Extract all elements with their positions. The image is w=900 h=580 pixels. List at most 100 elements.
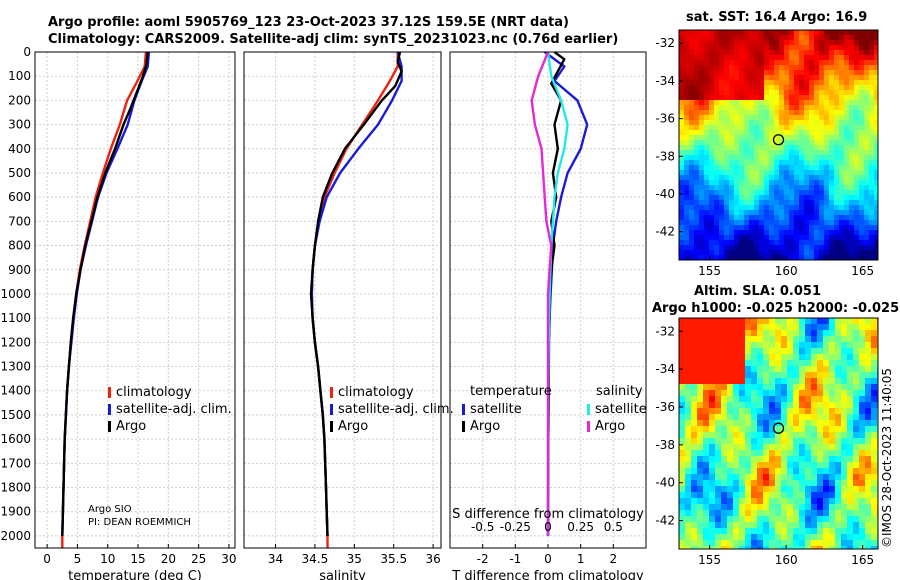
map-cell xyxy=(853,372,859,378)
map-cell xyxy=(859,145,864,150)
map-cell xyxy=(685,420,691,426)
map-cell xyxy=(745,498,751,504)
map-cell xyxy=(869,135,874,140)
map-cell xyxy=(854,55,859,60)
map-cell xyxy=(774,135,779,140)
map-cell xyxy=(849,160,854,165)
map-cell xyxy=(679,110,684,115)
map-cell xyxy=(689,170,694,175)
map-cell xyxy=(757,498,763,504)
map-cell xyxy=(859,510,865,516)
map-cell xyxy=(699,140,704,145)
map-x-tick-label: 165 xyxy=(851,264,874,278)
map-cell xyxy=(814,85,819,90)
map-cell xyxy=(804,105,809,110)
map-cell xyxy=(744,65,749,70)
map-cell xyxy=(804,55,809,60)
map-cell xyxy=(744,115,749,120)
map-cell xyxy=(709,342,715,348)
map-cell xyxy=(691,426,697,432)
map-cell xyxy=(744,220,749,225)
map-cell xyxy=(781,438,787,444)
map-cell xyxy=(835,390,841,396)
map-cell xyxy=(789,185,794,190)
map-cell xyxy=(864,145,869,150)
map-cell xyxy=(784,245,789,250)
map-cell xyxy=(819,235,824,240)
map-cell xyxy=(865,468,871,474)
map-cell xyxy=(729,140,734,145)
map-cell xyxy=(814,250,819,255)
map-cell xyxy=(805,462,811,468)
map-cell xyxy=(834,230,839,235)
map-cell xyxy=(841,462,847,468)
map-cell xyxy=(689,200,694,205)
map-cell xyxy=(729,240,734,245)
map-cell xyxy=(871,324,877,330)
map-cell xyxy=(794,220,799,225)
map-cell xyxy=(839,75,844,80)
map-cell xyxy=(824,220,829,225)
map-cell xyxy=(869,175,874,180)
map-cell xyxy=(734,250,739,255)
map-cell xyxy=(874,255,878,260)
map-cell xyxy=(835,450,841,456)
map-cell xyxy=(874,235,878,240)
map-cell xyxy=(829,504,835,510)
map-cell xyxy=(793,534,799,540)
map-cell xyxy=(739,318,745,324)
map-cell xyxy=(734,65,739,70)
map-cell xyxy=(854,85,859,90)
map-cell xyxy=(794,90,799,95)
map-cell xyxy=(874,95,878,100)
map-cell xyxy=(839,145,844,150)
map-cell xyxy=(697,378,703,384)
map-cell xyxy=(715,396,721,402)
map-cell xyxy=(764,75,769,80)
map-cell xyxy=(684,215,689,220)
map-cell xyxy=(824,255,829,260)
map-cell xyxy=(739,205,744,210)
map-cell xyxy=(745,372,751,378)
map-cell xyxy=(793,342,799,348)
map-cell xyxy=(714,195,719,200)
map-cell xyxy=(699,90,704,95)
x-tick-label: 36 xyxy=(425,552,440,566)
map-cell xyxy=(709,540,715,546)
map-cell xyxy=(847,408,853,414)
map-cell xyxy=(874,175,878,180)
map-cell xyxy=(754,140,759,145)
map-cell xyxy=(763,444,769,450)
map-cell xyxy=(709,330,715,336)
map-cell xyxy=(757,432,763,438)
map-cell xyxy=(823,372,829,378)
map-cell xyxy=(714,120,719,125)
map-cell xyxy=(703,480,709,486)
map-cell xyxy=(754,235,759,240)
map-cell xyxy=(799,510,805,516)
map-cell xyxy=(779,50,784,55)
map-cell xyxy=(733,534,739,540)
map-cell xyxy=(865,528,871,534)
map-cell xyxy=(804,255,809,260)
map-cell xyxy=(709,504,715,510)
map-cell xyxy=(835,504,841,510)
map-cell xyxy=(824,40,829,45)
map-cell xyxy=(769,354,775,360)
map-cell xyxy=(871,408,877,414)
map-cell xyxy=(739,360,745,366)
map-cell xyxy=(859,390,865,396)
map-cell xyxy=(733,372,739,378)
map-cell xyxy=(859,354,865,360)
map-cell xyxy=(784,120,789,125)
map-cell xyxy=(787,474,793,480)
map-cell xyxy=(835,456,841,462)
map-cell xyxy=(847,528,853,534)
map-cell xyxy=(869,115,874,120)
map-cell xyxy=(774,60,779,65)
map-cell xyxy=(814,40,819,45)
map-cell xyxy=(721,528,727,534)
map-cell xyxy=(779,110,784,115)
map-cell xyxy=(734,115,739,120)
map-cell xyxy=(764,185,769,190)
